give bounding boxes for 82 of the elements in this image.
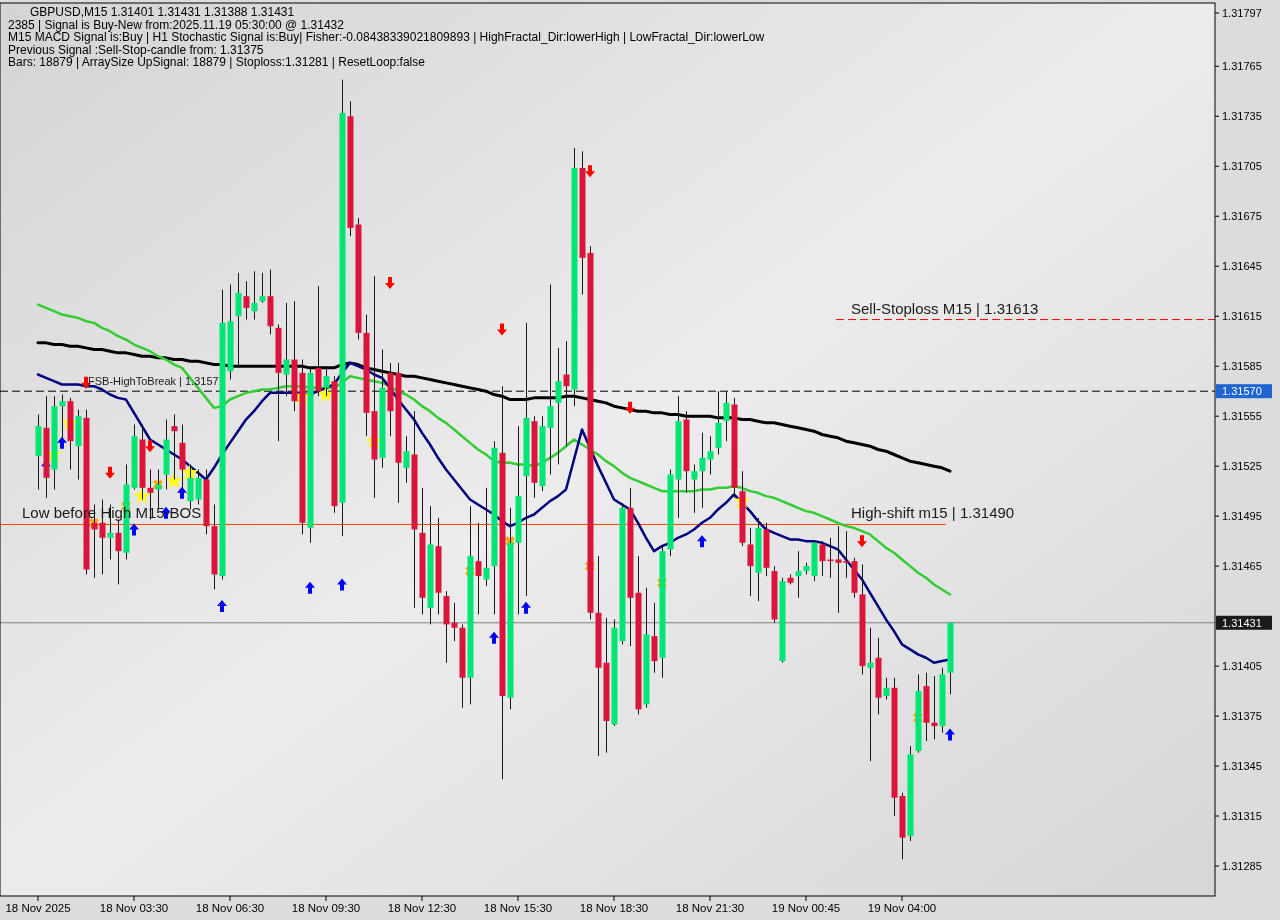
point xyxy=(697,535,707,548)
y-tick-label: 1.31675 xyxy=(1222,210,1262,223)
text: 1.31570 xyxy=(1222,385,1262,398)
x-tick-label: 18 Nov 18:30 xyxy=(579,902,649,914)
point xyxy=(177,486,187,499)
candlestick xyxy=(555,347,562,465)
y-tick-label: 1.31585 xyxy=(1222,360,1262,373)
candlestick xyxy=(195,468,202,505)
y-tick-label: 1.31465 xyxy=(1222,560,1262,573)
point xyxy=(165,472,183,489)
x-tick-label: 18 Nov 03:30 xyxy=(99,902,169,914)
candlestick xyxy=(747,527,754,597)
candlestick xyxy=(283,302,290,397)
y-tick-label: 1.31645 xyxy=(1222,260,1262,273)
point xyxy=(57,436,67,449)
y-tick-label: 1.31555 xyxy=(1222,410,1262,423)
point xyxy=(857,535,867,548)
x-tick-label: 18 Nov 06:30 xyxy=(195,902,265,914)
y-tick-label: 1.31735 xyxy=(1222,110,1262,123)
y-tick-label: 1.31285 xyxy=(1222,860,1262,873)
text: 1.31431 xyxy=(1222,616,1262,629)
y-tick-label: 1.31345 xyxy=(1222,760,1262,773)
point xyxy=(217,600,227,613)
x-tick-label: 19 Nov 04:00 xyxy=(867,902,937,914)
candlestick xyxy=(323,365,330,397)
point xyxy=(105,466,115,479)
candlestick xyxy=(691,463,698,514)
y-tick-label: 1.31615 xyxy=(1222,310,1262,323)
point xyxy=(337,578,347,591)
point xyxy=(497,323,507,336)
candlestick xyxy=(835,525,842,614)
point xyxy=(489,631,499,644)
candlestick xyxy=(171,414,178,480)
ref-line-label: High-shift m15 | 1.31490 xyxy=(851,504,1015,522)
candlestick xyxy=(827,537,834,579)
point xyxy=(385,276,395,289)
candlestick xyxy=(843,530,850,579)
candlestick xyxy=(315,285,322,397)
x-tick-label: 18 Nov 09:30 xyxy=(291,902,361,914)
point xyxy=(305,581,315,594)
candlestick xyxy=(235,272,242,367)
candlestick xyxy=(883,677,890,700)
point xyxy=(145,440,155,453)
candlestick xyxy=(251,270,258,321)
y-tick-label: 1.31405 xyxy=(1222,660,1262,673)
y-tick-label: 1.31525 xyxy=(1222,460,1262,473)
chart-title: GBPUSD,M15 1.31401 1.31431 1.31388 1.31431 xyxy=(30,5,295,19)
y-tick-label: 1.31375 xyxy=(1222,710,1262,723)
candlestick xyxy=(451,602,458,642)
point xyxy=(129,523,139,536)
x-tick-label: 19 Nov 00:45 xyxy=(771,902,841,914)
x-tick-label: 18 Nov 12:30 xyxy=(387,902,457,914)
y-tick-label: 1.31797 xyxy=(1222,7,1262,19)
point xyxy=(625,401,635,414)
candlestick xyxy=(931,675,938,740)
candlestick xyxy=(867,627,874,762)
y-tick-label: 1.31495 xyxy=(1222,510,1262,523)
candlestick xyxy=(723,390,730,442)
candlestick xyxy=(403,435,410,484)
candlestick xyxy=(795,550,802,599)
y-tick-label: 1.31705 xyxy=(1222,160,1262,173)
point xyxy=(945,728,955,741)
y-tick-label: 1.31765 xyxy=(1222,60,1262,73)
point xyxy=(585,165,595,178)
point xyxy=(521,601,531,614)
candlestick xyxy=(483,487,490,587)
candlestick xyxy=(187,463,194,510)
x-tick-label: 18 Nov 21:30 xyxy=(675,902,745,914)
candlestick xyxy=(819,540,826,577)
annotation: 2385 | Signal is Buy-New from:2025.11.19 05:30:00 @ 1.31432 xyxy=(8,18,345,32)
candlestick xyxy=(243,280,250,321)
ref-line-label: Sell-Stoploss M15 | 1.31613 xyxy=(851,299,1039,317)
y-tick-label: 1.31315 xyxy=(1222,810,1262,823)
candlestick xyxy=(475,522,482,615)
candlestick xyxy=(155,468,162,510)
candlestick xyxy=(563,340,570,447)
candlestick xyxy=(547,284,554,475)
candlestick xyxy=(699,432,706,509)
candlestick xyxy=(259,272,266,304)
x-tick-label: 18 Nov 2025 xyxy=(5,902,71,914)
x-tick-label: 18 Nov 15:30 xyxy=(483,902,553,914)
candlestick xyxy=(707,435,714,475)
